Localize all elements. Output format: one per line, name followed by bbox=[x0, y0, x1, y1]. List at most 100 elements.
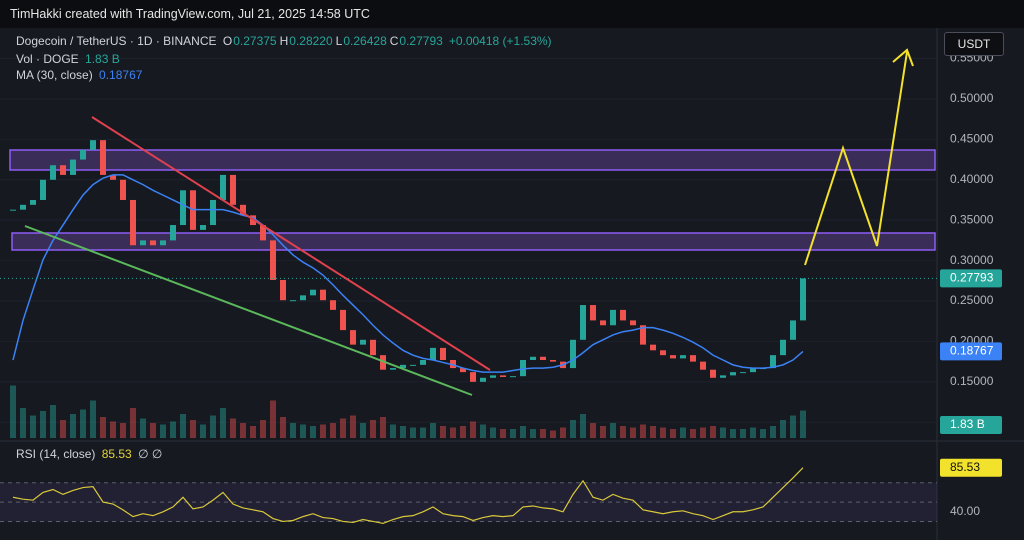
candle bbox=[590, 305, 596, 321]
candle bbox=[360, 339, 366, 345]
volume-bar bbox=[610, 423, 616, 438]
candle bbox=[150, 240, 156, 246]
volume-bar bbox=[780, 420, 786, 438]
volume-bar bbox=[440, 426, 446, 438]
volume-bar bbox=[250, 426, 256, 438]
volume-bar bbox=[300, 424, 306, 438]
candle bbox=[350, 330, 356, 345]
candle bbox=[630, 320, 636, 326]
candle bbox=[100, 140, 106, 175]
price-badge-bg bbox=[940, 269, 1002, 288]
ma-value: 0.18767 bbox=[99, 68, 143, 82]
candle bbox=[610, 309, 616, 326]
volume-bar bbox=[370, 420, 376, 438]
volume-bar bbox=[790, 415, 796, 438]
rsi-badge-bg bbox=[940, 458, 1002, 477]
candle bbox=[480, 377, 486, 382]
legend-volume: Vol · DOGE 1.83 B bbox=[16, 52, 123, 66]
candle bbox=[170, 225, 176, 241]
volume-bar bbox=[750, 427, 756, 438]
volume-bar bbox=[460, 426, 466, 438]
volume-bar bbox=[680, 427, 686, 438]
volume-bar bbox=[240, 423, 246, 438]
currency-button[interactable]: USDT bbox=[944, 32, 1004, 56]
volume-bar bbox=[270, 400, 276, 438]
candle bbox=[720, 375, 726, 378]
ohlc-value: 0.27793 bbox=[399, 34, 443, 48]
candle bbox=[220, 174, 226, 200]
volume-bar bbox=[760, 429, 766, 438]
rsi-band bbox=[0, 482, 937, 522]
volume-bar bbox=[590, 423, 596, 438]
candle bbox=[130, 199, 136, 246]
background bbox=[0, 28, 1024, 540]
volume-bar bbox=[360, 423, 366, 438]
y-tick-label: 0.35000 bbox=[950, 212, 994, 226]
volume-bar bbox=[190, 420, 196, 438]
candle bbox=[280, 279, 286, 301]
candle bbox=[680, 355, 686, 359]
candle bbox=[400, 364, 406, 369]
volume-bar bbox=[540, 429, 546, 438]
trend-line bbox=[91, 116, 491, 371]
candle bbox=[770, 355, 776, 369]
volume-bar bbox=[100, 417, 106, 438]
volume-bar bbox=[320, 424, 326, 438]
volume-bar bbox=[800, 410, 806, 438]
candle bbox=[780, 339, 786, 356]
ma-line bbox=[12, 174, 804, 373]
volume-bar bbox=[170, 421, 176, 438]
candle bbox=[110, 174, 116, 180]
candle bbox=[740, 372, 746, 374]
y-tick-label: 0.25000 bbox=[950, 293, 994, 307]
candle bbox=[70, 159, 76, 175]
volume-bar bbox=[20, 408, 26, 438]
volume-bar bbox=[130, 408, 136, 438]
candle bbox=[790, 320, 796, 340]
volume-bar bbox=[410, 427, 416, 438]
candle bbox=[180, 190, 186, 226]
candle bbox=[80, 149, 86, 160]
ma-name: MA (30, close) bbox=[16, 68, 93, 82]
volume-bar bbox=[90, 400, 96, 438]
volume-bar bbox=[210, 415, 216, 438]
candle bbox=[140, 240, 146, 246]
volume-bar bbox=[400, 426, 406, 438]
volume-bar bbox=[500, 429, 506, 438]
volume-bar bbox=[330, 423, 336, 438]
volume-bar bbox=[60, 420, 66, 438]
candle bbox=[330, 300, 336, 310]
volume-bar bbox=[670, 429, 676, 438]
candle bbox=[650, 344, 656, 351]
candle bbox=[10, 209, 16, 211]
volume-bar bbox=[180, 414, 186, 438]
volume-bar bbox=[50, 405, 56, 438]
volume-bar bbox=[480, 424, 486, 438]
resistance-zone bbox=[9, 149, 936, 171]
volume-bar bbox=[530, 429, 536, 438]
candle bbox=[660, 350, 666, 356]
volume-bar bbox=[310, 426, 316, 438]
candle bbox=[40, 179, 46, 200]
volume-value: 1.83 B bbox=[85, 52, 120, 66]
volume-bar bbox=[650, 426, 656, 438]
candle bbox=[490, 375, 496, 378]
ma-badge-bg bbox=[940, 342, 1002, 361]
rsi-extra: ∅ ∅ bbox=[138, 447, 163, 461]
candle bbox=[620, 309, 626, 321]
volume-bar bbox=[30, 415, 36, 438]
legend-rsi: RSI (14, close) 85.53 ∅ ∅ bbox=[16, 447, 165, 461]
candle bbox=[340, 309, 346, 331]
candle bbox=[230, 174, 236, 205]
candle bbox=[800, 278, 806, 321]
resistance-zone bbox=[11, 232, 936, 251]
volume-bar bbox=[110, 421, 116, 438]
volume-bar bbox=[690, 429, 696, 438]
projection-arrow bbox=[804, 51, 908, 266]
volume-bar bbox=[350, 415, 356, 438]
price-badge: 0.27793 bbox=[950, 271, 994, 285]
volume-bar bbox=[470, 421, 476, 438]
y-tick-label: 0.50000 bbox=[950, 91, 994, 105]
